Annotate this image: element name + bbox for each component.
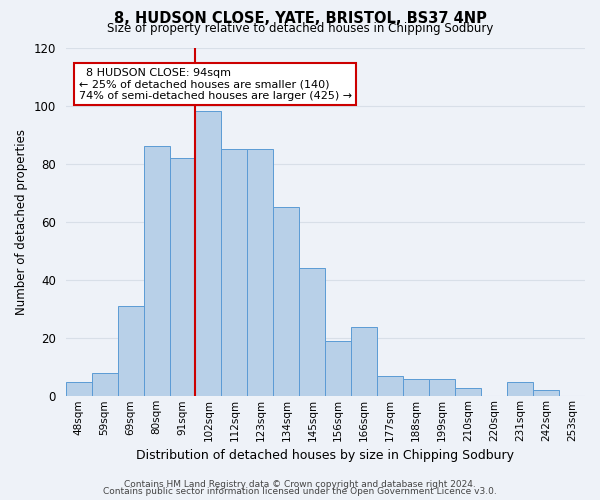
Bar	[274, 208, 299, 396]
Bar	[325, 341, 351, 396]
Bar	[221, 149, 247, 396]
X-axis label: Distribution of detached houses by size in Chipping Sodbury: Distribution of detached houses by size …	[136, 450, 514, 462]
Bar	[403, 379, 429, 396]
Bar	[65, 382, 92, 396]
Bar	[299, 268, 325, 396]
Text: Size of property relative to detached houses in Chipping Sodbury: Size of property relative to detached ho…	[107, 22, 493, 35]
Bar	[429, 379, 455, 396]
Text: 8, HUDSON CLOSE, YATE, BRISTOL, BS37 4NP: 8, HUDSON CLOSE, YATE, BRISTOL, BS37 4NP	[113, 11, 487, 26]
Bar	[533, 390, 559, 396]
Text: Contains public sector information licensed under the Open Government Licence v3: Contains public sector information licen…	[103, 487, 497, 496]
Y-axis label: Number of detached properties: Number of detached properties	[15, 129, 28, 315]
Bar	[196, 112, 221, 397]
Bar	[247, 149, 274, 396]
Text: 8 HUDSON CLOSE: 94sqm
← 25% of detached houses are smaller (140)
74% of semi-det: 8 HUDSON CLOSE: 94sqm ← 25% of detached …	[79, 68, 352, 101]
Bar	[118, 306, 143, 396]
Bar	[455, 388, 481, 396]
Text: Contains HM Land Registry data © Crown copyright and database right 2024.: Contains HM Land Registry data © Crown c…	[124, 480, 476, 489]
Bar	[507, 382, 533, 396]
Bar	[170, 158, 196, 396]
Bar	[92, 373, 118, 396]
Bar	[377, 376, 403, 396]
Bar	[351, 326, 377, 396]
Bar	[143, 146, 170, 396]
